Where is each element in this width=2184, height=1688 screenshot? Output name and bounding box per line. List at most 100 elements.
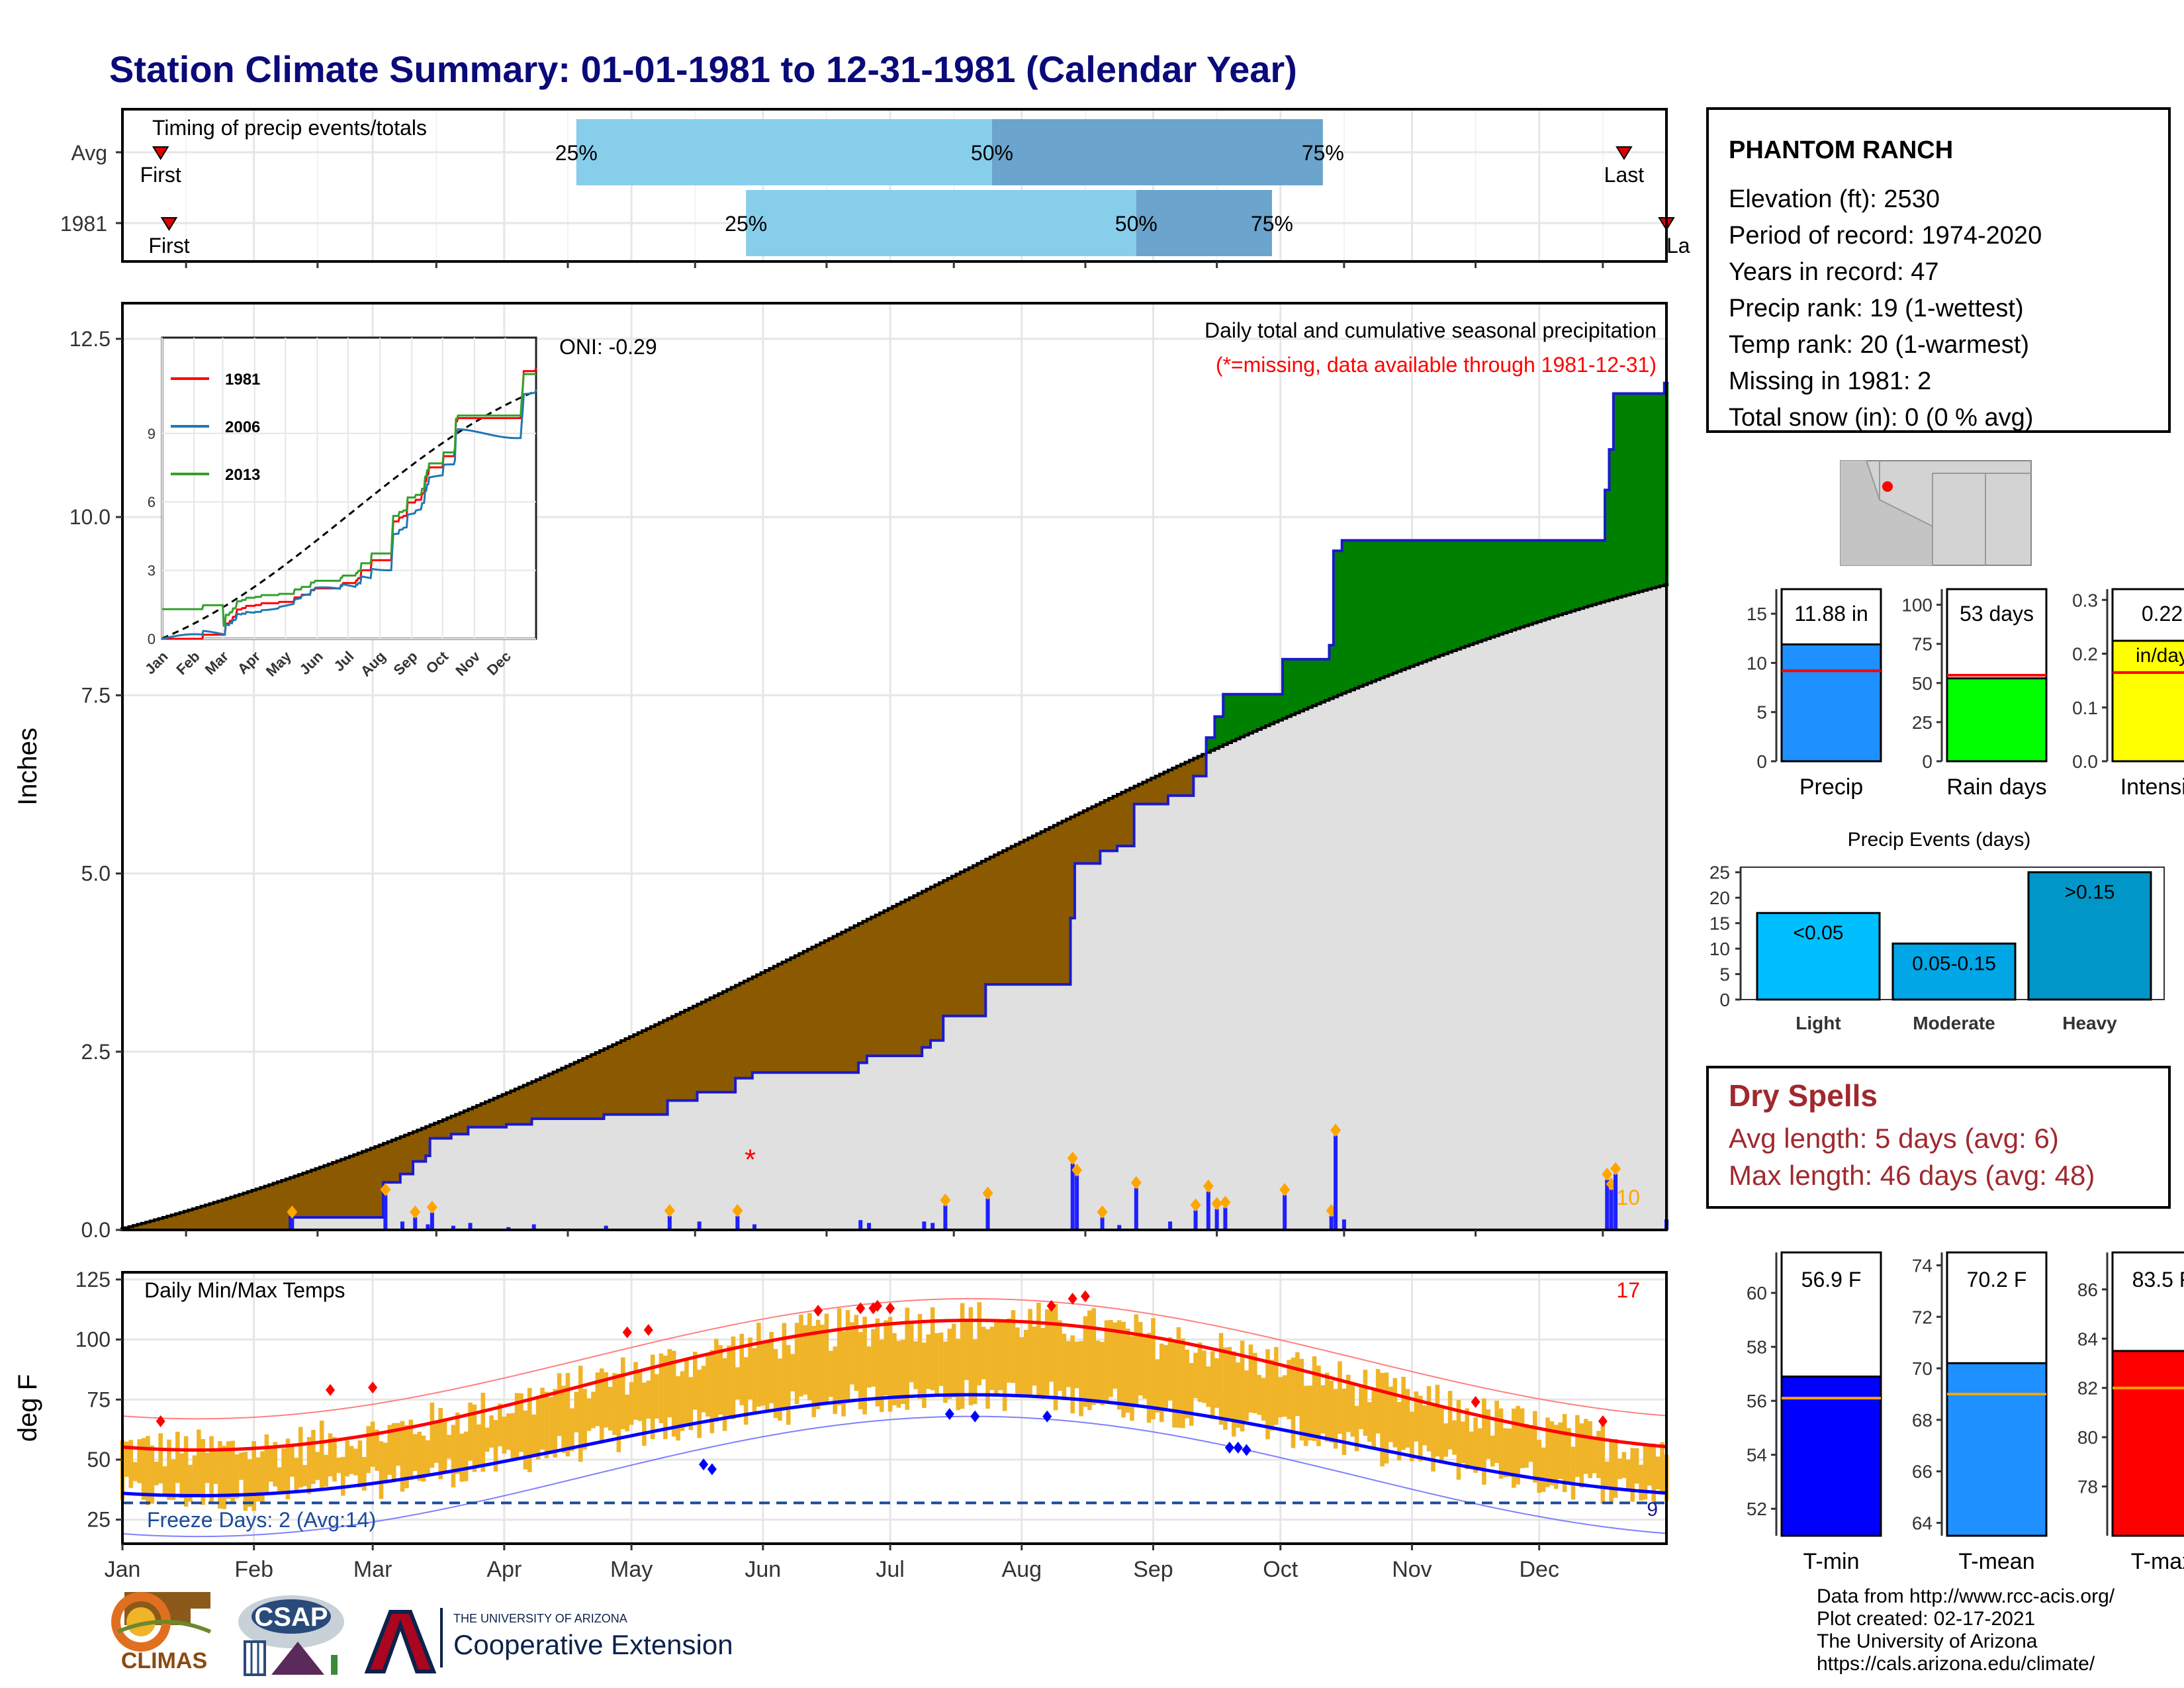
timing-row-label: Avg: [71, 141, 107, 165]
precip-common-area: [120, 585, 1669, 1230]
daily-temp-bar: [531, 1414, 537, 1456]
daily-temp-bar: [1422, 1405, 1427, 1446]
daily-temp-bar: [663, 1355, 668, 1440]
daily-temp-bar: [154, 1462, 159, 1485]
temp-summary-value: 70.2 F: [1967, 1268, 2027, 1291]
events-bar-value: 0.05-0.15: [1912, 953, 1996, 974]
y-tick-label: 12.5: [69, 327, 111, 351]
daily-temp-bar: [260, 1451, 265, 1504]
temp-summary-label: T-min: [1803, 1549, 1860, 1574]
daily-temp-bar: [896, 1340, 901, 1408]
daily-temp-bar: [1023, 1329, 1028, 1397]
daily-temp-bar: [433, 1421, 439, 1463]
daily-temp-bar: [1172, 1339, 1177, 1428]
daily-temp-bar: [1066, 1340, 1071, 1387]
daily-precip-bar: [1100, 1217, 1105, 1230]
daily-temp-bar: [1600, 1422, 1606, 1504]
daily-temp-bar: [455, 1412, 460, 1474]
daily-temp-bar: [175, 1431, 180, 1483]
daily-temp-bar: [1380, 1373, 1385, 1467]
daily-temp-bar: [247, 1459, 252, 1507]
events-bar-label: Moderate: [1913, 1013, 1995, 1033]
credit-line: https://cals.arizona.edu/climate/: [1817, 1653, 2095, 1675]
summary-tick-label: 25: [1912, 712, 1933, 733]
y-tick-label: 0.0: [81, 1218, 111, 1242]
record-low-marker: [1224, 1441, 1234, 1454]
heavy-event-marker: [1220, 1196, 1231, 1209]
timing-p25-label: 25%: [725, 212, 767, 236]
heavy-event-marker: [1067, 1151, 1078, 1165]
daily-temp-bar: [837, 1308, 842, 1405]
daily-temp-bar: [1282, 1375, 1287, 1417]
daily-temp-bar: [1197, 1342, 1203, 1402]
daily-temp-bar: [1231, 1351, 1236, 1437]
daily-temp-bar: [1435, 1384, 1440, 1457]
temp-tick-label: 86: [2077, 1280, 2098, 1300]
record-low-marker: [1042, 1410, 1052, 1423]
daily-temp-bar: [642, 1382, 647, 1446]
climas-logo-text: CLIMAS: [121, 1648, 207, 1673]
daily-temp-bar: [426, 1440, 430, 1474]
events-title: Precip Events (days): [1848, 829, 2031, 851]
daily-temp-bar: [760, 1343, 766, 1406]
daily-temp-bar: [862, 1316, 867, 1415]
timing-p75-label: 75%: [1302, 141, 1344, 165]
daily-temp-bar: [727, 1345, 731, 1416]
average-max-line: [122, 1319, 1667, 1452]
daily-temp-bar: [1371, 1390, 1377, 1449]
daily-temp-bar: [625, 1394, 630, 1432]
daily-precip-bar: [1206, 1191, 1210, 1230]
daily-temp-bar: [655, 1374, 659, 1419]
events-tick-label: 5: [1719, 964, 1730, 985]
daily-temp-bar: [340, 1456, 345, 1496]
station-missing: Missing in 1981: 2: [1729, 367, 1932, 395]
daily-temp-bar: [222, 1446, 227, 1509]
daily-temp-bar: [387, 1425, 392, 1476]
daily-temp-bar: [230, 1440, 235, 1504]
daily-temp-bar: [1011, 1310, 1016, 1383]
summary-tick-label: 100: [1901, 595, 1933, 616]
daily-temp-bar: [1079, 1340, 1083, 1417]
dry-spells-panel: Dry Spells Avg length: 5 days (avg: 6) M…: [1706, 1066, 2171, 1209]
summary-label: Rain days: [1946, 774, 2046, 800]
daily-temp-bar: [989, 1327, 995, 1390]
events-tick-label: 20: [1709, 888, 1730, 908]
daily-temp-bar: [1604, 1461, 1610, 1489]
heavy-event-marker: [982, 1186, 993, 1200]
daily-temp-bar: [1482, 1398, 1486, 1485]
y-tick-label: 10.0: [69, 505, 111, 529]
credit-line: The University of Arizona: [1817, 1630, 2038, 1652]
daily-temp-bar: [332, 1437, 337, 1482]
daily-temp-bar: [1461, 1421, 1465, 1464]
heavy-event-marker: [287, 1205, 298, 1219]
record-high-marker: [326, 1383, 336, 1396]
daily-temp-bar: [1058, 1320, 1062, 1391]
daily-temp-bar: [1392, 1378, 1398, 1448]
y-tick-label: 50: [87, 1448, 111, 1472]
summary-tick-label: 0: [1756, 751, 1767, 772]
daily-temp-bar: [294, 1458, 299, 1491]
dry-spells-avg: Avg length: 5 days (avg: 6): [1729, 1123, 2059, 1154]
daily-temp-bar: [1367, 1402, 1372, 1442]
daily-temp-bar: [540, 1387, 545, 1450]
daily-temp-bar: [1218, 1333, 1224, 1425]
daily-temp-bar: [608, 1387, 613, 1430]
temp-summary-value: 56.9 F: [1801, 1268, 1862, 1291]
precip-y-axis-label: Inches: [13, 727, 42, 806]
first-marker: [160, 217, 178, 231]
temp-panel-title: Daily Min/Max Temps: [144, 1278, 345, 1302]
station-location-dot: [1882, 481, 1893, 492]
daily-temp-bar: [1261, 1378, 1266, 1421]
daily-temp-bar: [502, 1417, 507, 1454]
daily-temp-bar: [1639, 1464, 1643, 1501]
daily-temp-bar: [527, 1387, 532, 1472]
daily-temp-bar: [1167, 1336, 1173, 1401]
daily-temp-bar: [1324, 1372, 1330, 1442]
daily-temp-bar: [1384, 1372, 1389, 1464]
daily-temp-bar: [1359, 1385, 1363, 1429]
average-min-line: [122, 1393, 1667, 1497]
daily-precip-bar: [430, 1212, 434, 1230]
daily-precip-bar: [1342, 1219, 1346, 1230]
daily-temp-bar: [183, 1436, 189, 1507]
